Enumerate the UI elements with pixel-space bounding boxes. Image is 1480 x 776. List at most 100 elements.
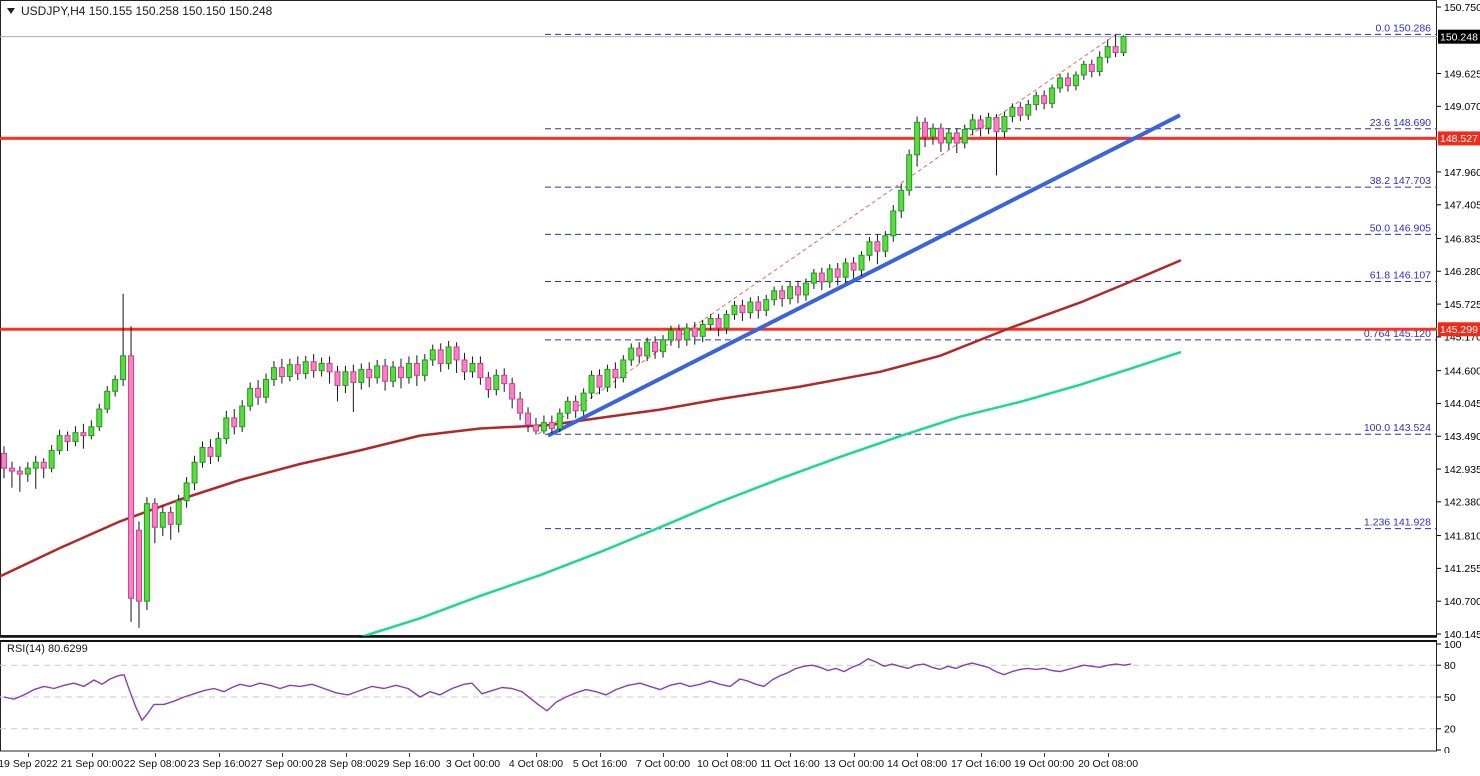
bull-candle-body <box>318 363 325 372</box>
bear-candle-body <box>453 346 460 361</box>
bear-candle-body <box>572 400 579 412</box>
price-badge-label: 145.299 <box>1440 324 1478 336</box>
time-axis[interactable]: 19 Sep 2022 21 Sep 00:00 22 Sep 08:00 23 Se… <box>0 753 1480 776</box>
bear-candle-body <box>398 366 404 379</box>
bull-candle-body <box>961 128 968 144</box>
time-axis-label: 19 Sep 2022 <box>0 758 58 770</box>
time-axis-tick <box>409 753 410 757</box>
time-axis-tick <box>155 753 156 757</box>
bull-candle-body <box>120 355 127 380</box>
bull-candle-body <box>72 432 79 443</box>
fib-level-label: 61.8 146.107 <box>1370 270 1431 282</box>
price-axis-label: 141.810 <box>1444 530 1480 542</box>
rsi-indicator-label: RSI(14) 80.6299 <box>7 643 88 655</box>
time-axis-tick <box>282 753 283 757</box>
time-axis-tick <box>346 753 347 757</box>
time-axis-label: 20 Oct 08:00 <box>1077 758 1139 770</box>
time-axis-tick <box>1108 753 1109 757</box>
bull-candle-body <box>358 368 365 383</box>
bull-candle-body <box>802 282 809 296</box>
time-axis-tick <box>536 753 537 757</box>
time-axis-tick <box>663 753 664 757</box>
time-axis-label: 27 Sep 00:00 <box>250 758 314 770</box>
bear-candle-body <box>795 286 801 296</box>
bear-candle-body <box>485 377 492 391</box>
price-axis-label: 140.700 <box>1444 596 1480 608</box>
bear-candle-body <box>326 363 333 373</box>
bear-candle-body <box>278 367 285 378</box>
rsi-axis-label: 0 <box>1444 745 1450 753</box>
bull-candle-body <box>143 503 150 602</box>
hline-price-badge <box>1438 131 1480 146</box>
bear-candle-body <box>548 422 555 430</box>
bull-candle-body <box>771 290 778 301</box>
bull-candle-body <box>493 374 500 391</box>
bull-candle-body <box>469 363 476 373</box>
bull-candle-body <box>945 132 952 144</box>
bull-candle-body <box>580 392 587 412</box>
bear-candle-body <box>937 127 944 144</box>
time-axis-tick <box>600 753 601 757</box>
time-axis-tick <box>917 753 918 757</box>
bull-candle-body <box>48 449 55 469</box>
bull-candle-body <box>890 210 897 237</box>
bear-candle-body <box>255 387 262 398</box>
price-chart-pane[interactable]: 0.0 150.286 23.6 148.690 38.2 147.703 50.0 … <box>0 0 1480 638</box>
time-axis-label: 17 Oct 16:00 <box>950 758 1012 770</box>
fib-level-label: 23.6 148.690 <box>1370 117 1431 129</box>
bull-candle-body <box>1001 115 1008 133</box>
time-axis-label: 4 Oct 08:00 <box>508 758 564 770</box>
rsi-pane[interactable]: 100 80 50 20 0 <box>0 640 1480 753</box>
bear-candle-body <box>80 432 87 437</box>
time-axis-tick <box>790 753 791 757</box>
bear-candle-body <box>8 467 15 472</box>
fib-level-label: 38.2 147.703 <box>1370 175 1431 187</box>
symbol-dropdown-icon[interactable] <box>7 8 15 14</box>
bear-candle-body <box>167 512 174 525</box>
bull-candle-body <box>1080 63 1087 76</box>
bear-candle-body <box>612 368 619 379</box>
time-axis-tick <box>1044 753 1045 757</box>
bull-candle-body <box>405 363 412 379</box>
bear-candle-body <box>596 374 603 388</box>
bear-candle-body <box>151 503 158 528</box>
bull-candle-body <box>223 417 230 440</box>
bear-candle-body <box>874 241 881 252</box>
bear-candle-body <box>755 301 762 311</box>
bear-candle-body <box>977 119 984 129</box>
bull-candle-body <box>731 305 738 315</box>
bull-candle-body <box>707 318 714 325</box>
bull-candle-body <box>969 119 976 130</box>
bear-candle-body <box>922 121 929 138</box>
bear-candle-body <box>993 117 1000 133</box>
time-axis-tick <box>219 753 220 757</box>
bull-candle-body <box>56 435 63 451</box>
bear-candle-body <box>1112 46 1119 54</box>
bull-candle-body <box>564 400 571 414</box>
price-axis-label: 142.380 <box>1444 497 1480 509</box>
bear-candle-body <box>675 329 682 341</box>
bull-candle-body <box>263 378 270 398</box>
bull-candle-body <box>683 327 690 341</box>
price-axis-label: 141.255 <box>1444 563 1480 575</box>
bull-candle-body <box>1025 104 1032 116</box>
bear-candle-body <box>382 365 389 382</box>
bull-candle-body <box>1096 56 1103 72</box>
bear-candle-body <box>16 470 23 475</box>
bull-candle-body <box>302 361 309 375</box>
bull-candle-body <box>32 461 39 469</box>
bull-candle-body <box>842 262 849 278</box>
time-axis-label: 29 Sep 16:00 <box>377 758 441 770</box>
bull-candle-body <box>1104 46 1111 58</box>
time-axis-label: 19 Oct 00:00 <box>1013 758 1075 770</box>
fib-level-label: 1.236 141.928 <box>1364 517 1431 529</box>
bear-candle-body <box>366 368 373 379</box>
bull-candle-body <box>660 339 667 353</box>
bear-candle-body <box>461 359 468 373</box>
price-axis-label: 146.835 <box>1444 233 1480 245</box>
bear-candle-body <box>135 529 142 602</box>
bull-candle-body <box>540 422 547 432</box>
bull-candle-body <box>1033 95 1040 106</box>
bull-candle-body <box>787 286 794 299</box>
